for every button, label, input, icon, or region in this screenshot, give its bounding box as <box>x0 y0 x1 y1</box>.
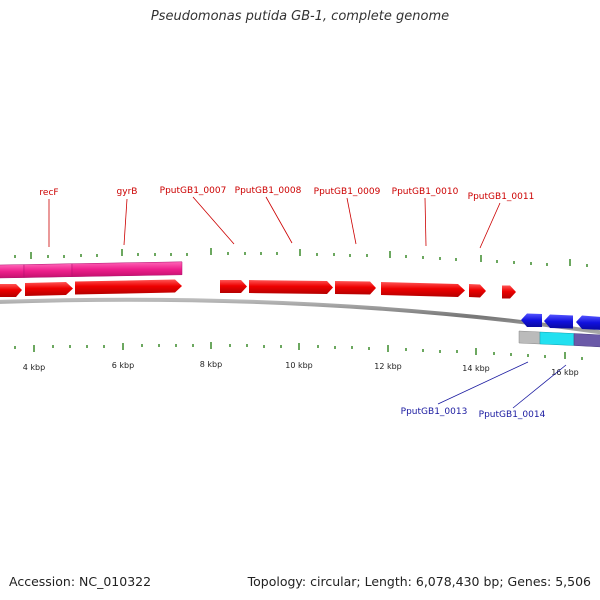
scale-label: 12 kbp <box>374 362 402 371</box>
cds-arrow-forward <box>381 282 465 297</box>
cds-arrow-forward <box>0 284 22 297</box>
gene-label: PputGB1_0011 <box>468 192 535 202</box>
reverse-gene-track <box>518 330 600 348</box>
scale-label: 14 kbp <box>462 364 490 373</box>
reverse-label-leaders <box>437 361 567 409</box>
cds-arrow-forward <box>335 281 376 295</box>
gene-label: PputGB1_0014 <box>479 410 546 420</box>
tick-marks-lower <box>14 342 583 360</box>
scale-label: 4 kbp <box>23 363 45 372</box>
cds-arrow-forward <box>75 279 182 295</box>
forward-label-leaders <box>48 196 501 249</box>
tick-marks-upper <box>14 248 588 267</box>
gene-feature <box>23 263 73 278</box>
scale-label: 16 kbp <box>551 368 579 377</box>
map-title: Pseudomonas putida GB-1, complete genome <box>150 9 450 24</box>
cds-arrow-reverse <box>521 313 542 327</box>
gene-feature <box>518 330 541 345</box>
genome-summary: Topology: circular; Length: 6,078,430 bp… <box>247 574 591 589</box>
cds-arrow-forward <box>220 280 247 293</box>
forward-cds-track <box>0 279 516 299</box>
cds-arrow-reverse <box>576 315 600 330</box>
gene-feature <box>71 261 183 277</box>
gene-label: PputGB1_0010 <box>392 187 459 197</box>
genome-backbone <box>0 297 600 335</box>
cds-arrow-reverse <box>544 314 573 329</box>
gene-label: gyrB <box>117 187 138 197</box>
scale-label: 10 kbp <box>285 361 313 370</box>
scale-label: 8 kbp <box>200 360 222 369</box>
gene-feature <box>573 333 600 348</box>
cds-arrow-forward <box>469 284 486 298</box>
gene-label: PputGB1_0009 <box>314 187 381 197</box>
cds-arrow-forward <box>502 285 516 299</box>
cds-arrow-forward <box>249 280 333 294</box>
forward-gene-track <box>0 261 183 279</box>
gene-feature <box>0 264 25 279</box>
gene-label: PputGB1_0013 <box>401 407 468 417</box>
cds-arrow-forward <box>25 282 73 296</box>
scale-label: 6 kbp <box>112 361 134 370</box>
accession-text: Accession: NC_010322 <box>9 574 152 589</box>
gene-feature <box>539 331 575 346</box>
gene-label: PputGB1_0007 <box>160 186 227 196</box>
reverse-cds-track <box>521 313 600 330</box>
gene-label: PputGB1_0008 <box>235 186 302 196</box>
gene-label: recF <box>39 188 58 198</box>
